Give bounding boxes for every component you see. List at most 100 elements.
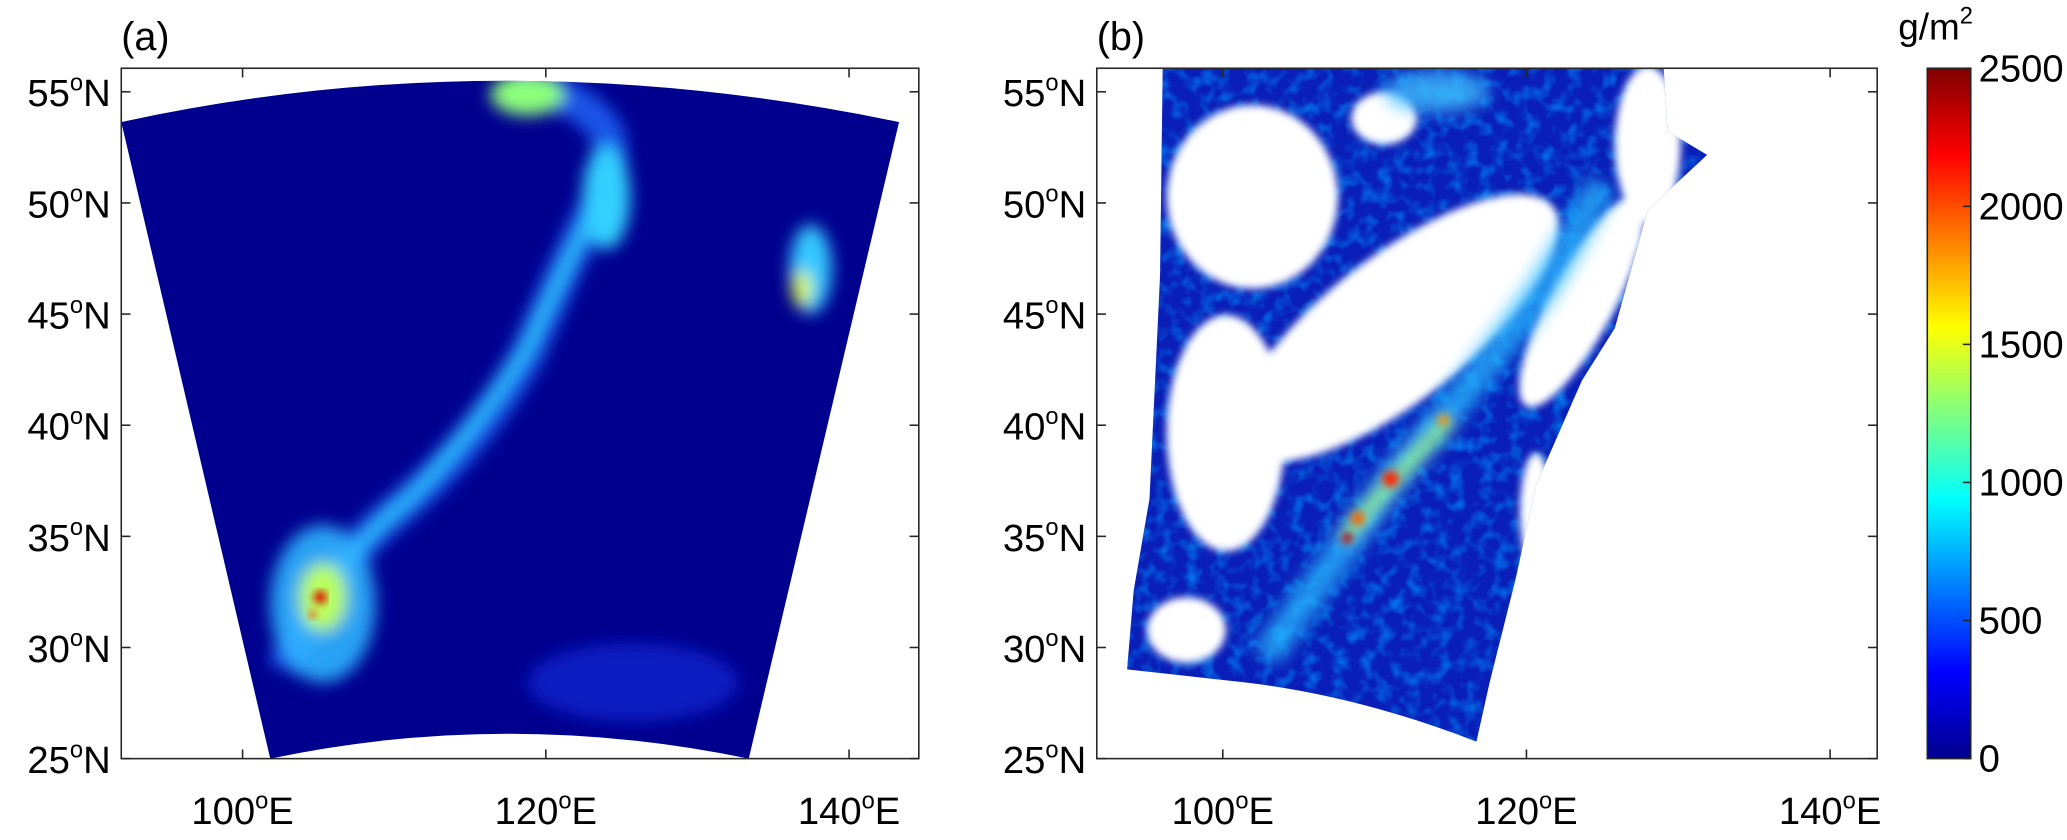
tick-degree: o	[1045, 515, 1058, 541]
tick-label: 45oN	[27, 293, 110, 338]
tick-number: 140	[798, 790, 862, 833]
tick-label: 35oN	[1003, 515, 1086, 560]
colorbar-tick-label: 0	[1979, 738, 2000, 781]
tick-number: 100	[191, 790, 255, 833]
axes-box	[1095, 67, 1878, 760]
tick-degree: o	[70, 515, 83, 541]
tick-hemisphere: E	[1249, 790, 1274, 833]
tick-label: 120oE	[495, 789, 597, 834]
tick-number: 50	[27, 183, 70, 226]
tick-hemisphere: N	[1059, 517, 1087, 560]
tick-label: 30oN	[1003, 626, 1086, 671]
tick-hemisphere: N	[83, 517, 111, 560]
tick-number: 55	[27, 72, 70, 115]
tick-number: 30	[27, 628, 70, 671]
tick-number: 100	[1172, 790, 1236, 833]
tick-label: 100oE	[191, 789, 293, 834]
tick-number: 35	[27, 517, 70, 560]
tick-hemisphere: N	[83, 628, 111, 671]
tick-degree: o	[1843, 789, 1856, 815]
tick-number: 45	[27, 295, 70, 338]
tick-hemisphere: N	[1059, 739, 1087, 782]
unit-text: g/m	[1898, 6, 1960, 47]
tick-hemisphere: N	[1059, 72, 1087, 115]
tick-number: 40	[27, 406, 70, 449]
tick-number: 25	[1003, 739, 1046, 782]
tick-degree: o	[1045, 182, 1058, 208]
tick-hemisphere: N	[1059, 183, 1087, 226]
tick-degree: o	[1045, 71, 1058, 97]
tick-number: 50	[1003, 183, 1046, 226]
tick-label: 25oN	[1003, 737, 1086, 782]
tick-degree: o	[70, 737, 83, 763]
tick-number: 120	[1475, 790, 1539, 833]
tick-degree: o	[558, 789, 571, 815]
tick-hemisphere: E	[1552, 790, 1577, 833]
map-field-b	[1127, 68, 1708, 742]
tick-hemisphere: N	[1059, 295, 1087, 338]
tick-number: 120	[495, 790, 559, 833]
tick-label: 55oN	[1003, 71, 1086, 116]
tick-hemisphere: N	[1059, 628, 1087, 671]
tick-hemisphere: E	[572, 790, 597, 833]
tick-number: 40	[1003, 406, 1046, 449]
tick-label: 40oN	[27, 404, 110, 449]
tick-number: 55	[1003, 72, 1046, 115]
tick-hemisphere: E	[268, 790, 293, 833]
tick-hemisphere: N	[83, 72, 111, 115]
tick-label: 140oE	[1779, 789, 1881, 834]
tick-hemisphere: E	[875, 790, 900, 833]
tick-degree: o	[1539, 789, 1552, 815]
tick-degree: o	[1045, 293, 1058, 319]
tick-number: 30	[1003, 628, 1046, 671]
tick-hemisphere: E	[1856, 790, 1881, 833]
tick-label: 100oE	[1172, 789, 1274, 834]
field-features	[267, 80, 832, 722]
tick-label: 25oN	[27, 737, 110, 782]
tick-hemisphere: N	[83, 183, 111, 226]
tick-label: 50oN	[1003, 182, 1086, 227]
tick-label: 35oN	[27, 515, 110, 560]
tick-label: 45oN	[1003, 293, 1086, 338]
colorbar-tick-label: 2500	[1979, 47, 2064, 90]
colorbar-tick-label: 500	[1979, 600, 2043, 643]
tick-hemisphere: N	[83, 295, 111, 338]
tick-degree: o	[1045, 737, 1058, 763]
tick-label: 55oN	[27, 71, 110, 116]
tick-degree: o	[862, 789, 875, 815]
tick-degree: o	[1045, 404, 1058, 430]
colorbar-tick-label: 1000	[1979, 462, 2064, 505]
model-domain	[121, 80, 900, 759]
tick-degree: o	[1045, 626, 1058, 652]
tick-degree: o	[70, 626, 83, 652]
axes-box	[120, 67, 920, 760]
colorbar	[1926, 67, 1972, 760]
unit-exponent: 2	[1960, 4, 1973, 30]
tick-number: 140	[1779, 790, 1843, 833]
tick-label: 140oE	[798, 789, 900, 834]
tick-degree: o	[70, 71, 83, 97]
map-field-a	[121, 80, 900, 759]
tick-number: 45	[1003, 295, 1046, 338]
tick-hemisphere: N	[83, 739, 111, 782]
tick-degree: o	[255, 789, 268, 815]
tick-degree: o	[70, 293, 83, 319]
tick-degree: o	[70, 182, 83, 208]
panel-label: (b)	[1097, 15, 1145, 59]
colorbar-tick-label: 1500	[1979, 324, 2064, 367]
panel-label: (a)	[121, 15, 169, 59]
tick-label: 50oN	[27, 182, 110, 227]
tick-degree: o	[1235, 789, 1248, 815]
tick-label: 30oN	[27, 626, 110, 671]
tick-hemisphere: N	[1059, 406, 1087, 449]
tick-label: 40oN	[1003, 404, 1086, 449]
tick-number: 35	[1003, 517, 1046, 560]
tick-hemisphere: N	[83, 406, 111, 449]
tick-number: 25	[27, 739, 70, 782]
colorbar-tick-label: 2000	[1979, 186, 2064, 229]
tick-degree: o	[70, 404, 83, 430]
colorbar-unit: g/m2	[1898, 4, 1973, 48]
tick-label: 120oE	[1475, 789, 1577, 834]
